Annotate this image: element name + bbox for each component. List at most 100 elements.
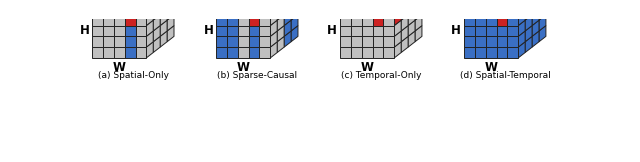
Polygon shape — [351, 36, 362, 47]
Polygon shape — [380, 4, 397, 9]
Polygon shape — [92, 15, 103, 26]
Polygon shape — [340, 9, 358, 15]
Polygon shape — [132, 4, 149, 9]
Text: (c) Temporal-Only: (c) Temporal-Only — [341, 71, 421, 80]
Polygon shape — [511, 0, 528, 4]
Polygon shape — [255, 4, 273, 9]
Polygon shape — [351, 47, 362, 58]
Polygon shape — [153, 15, 160, 31]
Polygon shape — [216, 47, 227, 58]
Polygon shape — [486, 15, 497, 26]
Polygon shape — [227, 36, 238, 47]
Text: W: W — [361, 61, 374, 74]
Polygon shape — [401, 36, 408, 52]
Polygon shape — [390, 4, 408, 9]
Polygon shape — [291, 26, 298, 42]
Polygon shape — [401, 26, 408, 42]
Polygon shape — [415, 15, 422, 31]
Polygon shape — [143, 4, 160, 9]
Polygon shape — [383, 36, 394, 47]
Polygon shape — [277, 26, 284, 42]
Polygon shape — [216, 9, 234, 15]
Polygon shape — [273, 0, 291, 4]
Polygon shape — [471, 4, 489, 9]
Polygon shape — [497, 36, 508, 47]
Polygon shape — [532, 0, 539, 15]
Polygon shape — [238, 36, 249, 47]
Polygon shape — [270, 42, 277, 58]
Polygon shape — [397, 0, 415, 4]
Polygon shape — [270, 31, 277, 47]
Polygon shape — [216, 26, 227, 36]
Polygon shape — [114, 36, 125, 47]
Polygon shape — [372, 26, 383, 36]
Polygon shape — [415, 4, 422, 20]
Polygon shape — [497, 15, 508, 26]
Polygon shape — [518, 20, 525, 36]
Polygon shape — [167, 0, 174, 9]
Polygon shape — [486, 26, 497, 36]
Polygon shape — [504, 4, 521, 9]
Text: H: H — [328, 24, 337, 37]
Polygon shape — [464, 9, 482, 15]
Polygon shape — [147, 20, 153, 36]
Polygon shape — [249, 15, 259, 26]
Polygon shape — [508, 9, 525, 15]
Polygon shape — [525, 15, 532, 31]
Polygon shape — [464, 26, 475, 36]
Polygon shape — [103, 9, 121, 15]
Polygon shape — [227, 9, 245, 15]
Text: W: W — [237, 61, 250, 74]
Polygon shape — [464, 36, 475, 47]
Text: H: H — [204, 24, 213, 37]
Polygon shape — [160, 31, 167, 47]
Polygon shape — [351, 15, 362, 26]
Polygon shape — [362, 47, 372, 58]
Polygon shape — [234, 4, 252, 9]
Polygon shape — [532, 31, 539, 47]
Polygon shape — [238, 15, 249, 26]
Polygon shape — [475, 47, 486, 58]
Polygon shape — [136, 36, 147, 47]
Polygon shape — [372, 36, 383, 47]
Polygon shape — [92, 47, 103, 58]
Polygon shape — [482, 4, 500, 9]
Text: (d) Spatial-Temporal: (d) Spatial-Temporal — [460, 71, 550, 80]
Polygon shape — [489, 0, 507, 4]
Polygon shape — [227, 15, 238, 26]
Polygon shape — [216, 36, 227, 47]
Polygon shape — [532, 20, 539, 36]
Polygon shape — [365, 0, 383, 4]
Polygon shape — [147, 42, 153, 58]
Polygon shape — [227, 26, 238, 36]
Polygon shape — [238, 47, 249, 58]
Polygon shape — [114, 15, 125, 26]
Polygon shape — [277, 4, 284, 20]
Polygon shape — [369, 4, 387, 9]
Polygon shape — [136, 47, 147, 58]
Polygon shape — [539, 0, 546, 9]
Polygon shape — [508, 36, 518, 47]
Polygon shape — [408, 0, 415, 15]
Polygon shape — [340, 47, 351, 58]
Polygon shape — [92, 9, 110, 15]
Polygon shape — [136, 26, 147, 36]
Polygon shape — [532, 9, 539, 26]
Polygon shape — [103, 47, 114, 58]
Polygon shape — [249, 26, 259, 36]
Polygon shape — [415, 0, 422, 9]
Polygon shape — [110, 4, 128, 9]
Polygon shape — [354, 0, 372, 4]
Polygon shape — [408, 31, 415, 47]
Polygon shape — [464, 15, 475, 26]
Polygon shape — [340, 26, 351, 36]
Polygon shape — [149, 0, 167, 4]
Polygon shape — [358, 4, 376, 9]
Polygon shape — [486, 47, 497, 58]
Polygon shape — [372, 9, 390, 15]
Polygon shape — [259, 9, 277, 15]
Polygon shape — [153, 4, 160, 20]
Polygon shape — [383, 47, 394, 58]
Polygon shape — [376, 0, 394, 4]
Polygon shape — [508, 15, 518, 26]
